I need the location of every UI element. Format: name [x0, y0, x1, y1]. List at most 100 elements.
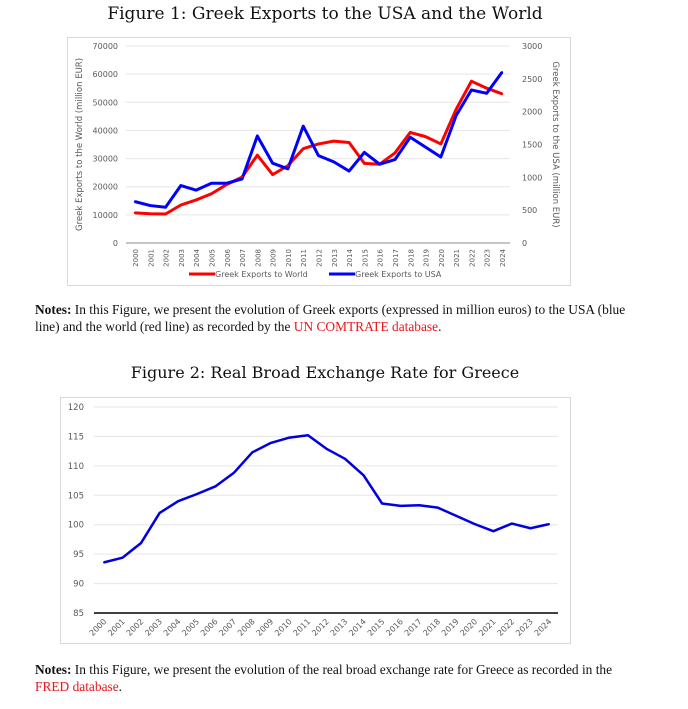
data-point-exchange-rate: [473, 523, 476, 526]
x-tick-label: 2018: [407, 249, 415, 267]
data-point-exchange-rate: [306, 434, 309, 437]
data-point-exchange-rate: [177, 500, 180, 503]
y2-tick-label: 500: [522, 206, 537, 215]
data-point-exchange-rate: [269, 441, 272, 444]
x-tick-label: 2005: [180, 617, 201, 638]
x-tick-label: 2006: [199, 617, 220, 638]
y-tick-label: 50000: [93, 98, 118, 107]
data-point-exchange-rate: [455, 514, 458, 517]
x-tick-label: 2012: [310, 617, 331, 638]
chart2-frame: 85 90 95 100 105 110 115 120 2000 2001 2002 2003 200…: [60, 397, 571, 644]
notes1-end: .: [438, 319, 442, 334]
data-point-usa: [363, 151, 366, 154]
data-point-usa: [240, 177, 244, 181]
notes1-text: In this Figure, we present the evolution…: [35, 302, 626, 334]
x-tick-label: 2014: [346, 248, 354, 266]
legend-label-world: Greek Exports to World: [215, 270, 308, 279]
y-tick-label: 0: [113, 239, 118, 248]
data-point-world: [485, 87, 488, 90]
x-tick-label: 2019: [440, 617, 461, 638]
data-point-world: [470, 79, 473, 83]
data-point-exchange-rate: [344, 457, 347, 460]
data-point-world: [149, 212, 152, 215]
data-point-world: [424, 135, 427, 138]
x-tick-label: 2022: [496, 617, 517, 638]
y-tick-label: 95: [73, 550, 84, 560]
x-tick-label: 2020: [458, 617, 479, 638]
y2-tick-label: 1500: [522, 141, 542, 150]
x-tick-label: 2019: [423, 249, 431, 267]
x-tick-label: 2014: [347, 617, 368, 638]
un-comtrade-link[interactable]: UN COMTRATE database: [293, 319, 439, 334]
y-tick-label: 90: [73, 580, 84, 590]
x-tick-label: 2001: [147, 249, 155, 267]
x-tick-label: 2016: [377, 248, 385, 266]
y-tick-label: 115: [68, 432, 84, 442]
data-point-world: [271, 173, 274, 176]
data-point-exchange-rate: [195, 493, 198, 496]
data-point-usa: [164, 206, 167, 209]
data-point-world: [179, 203, 183, 207]
data-point-usa: [317, 154, 320, 157]
data-point-world: [409, 131, 412, 134]
x-tick-label: 2005: [208, 249, 216, 267]
x-tick-label: 2003: [143, 617, 164, 638]
data-point-usa: [424, 145, 427, 149]
data-point-usa: [149, 204, 152, 207]
y-tick-label: 60000: [93, 70, 118, 79]
data-point-usa: [500, 71, 504, 74]
y2-tick-label: 2500: [522, 75, 542, 84]
x-tick-label: 2004: [193, 248, 201, 266]
series-line-world: [134, 79, 503, 216]
y2-tick-label: 3000: [522, 42, 542, 51]
data-point-world: [500, 92, 504, 96]
y-tick-label: 105: [68, 491, 84, 501]
x-tick-label: 2011: [300, 249, 308, 267]
x-tick-label: 2006: [224, 248, 232, 266]
data-point-usa: [470, 88, 473, 92]
data-point-exchange-rate: [325, 447, 328, 450]
y2-tick-label: 2000: [522, 108, 542, 117]
x-tick-label: 2023: [484, 249, 492, 267]
y2-tick-label: 1000: [522, 173, 542, 182]
x-tick-label: 2016: [384, 617, 405, 638]
data-point-usa: [194, 188, 198, 192]
x-tick-label: 2010: [273, 617, 294, 638]
data-point-world: [454, 108, 458, 111]
chart1-frame: 0 10000 20000 30000 40000 50000 60000 70000 0 500…: [67, 37, 571, 286]
y-tick-label: 110: [68, 462, 84, 472]
figure2-notes: Notes: In this Figure, we present the ev…: [35, 661, 635, 695]
data-point-world: [332, 139, 335, 143]
x-tick-label: 2021: [477, 617, 498, 638]
data-point-world: [164, 212, 167, 216]
x-tick-label: 2011: [292, 617, 313, 638]
x-tick-label: 2024: [499, 248, 507, 266]
data-point-usa: [378, 163, 381, 166]
y-tick-label: 30000: [93, 155, 118, 164]
data-point-world: [363, 162, 366, 165]
series-line-exchange-rate: [103, 434, 550, 564]
y-tick-label: 85: [73, 609, 84, 619]
data-point-usa: [393, 158, 397, 161]
fred-link[interactable]: FRED database: [35, 679, 119, 694]
notes2-text: In this Figure, we present the evolution…: [71, 662, 613, 677]
data-point-world: [133, 211, 137, 215]
data-point-exchange-rate: [140, 541, 143, 544]
chart1-svg: 0 10000 20000 30000 40000 50000 60000 70000 0 500…: [75, 42, 560, 279]
data-point-usa: [286, 167, 290, 170]
x-tick-label: 2008: [254, 249, 262, 267]
data-point-exchange-rate: [362, 474, 365, 477]
x-tick-label: 2000: [88, 617, 109, 638]
data-point-exchange-rate: [381, 502, 384, 505]
data-point-world: [194, 198, 198, 202]
data-point-usa: [225, 182, 228, 185]
y-tick-label: 70000: [93, 42, 118, 51]
figure1-title: Figure 1: Greek Exports to the USA and t…: [107, 4, 543, 24]
chart2-svg: 8590951001051101151202000200120022003200…: [68, 403, 558, 638]
data-point-exchange-rate: [510, 522, 513, 525]
y-tick-label: 10000: [93, 211, 118, 220]
data-point-exchange-rate: [232, 471, 235, 474]
data-point-exchange-rate: [251, 451, 254, 454]
data-point-usa: [271, 162, 274, 165]
data-point-usa: [439, 155, 443, 159]
